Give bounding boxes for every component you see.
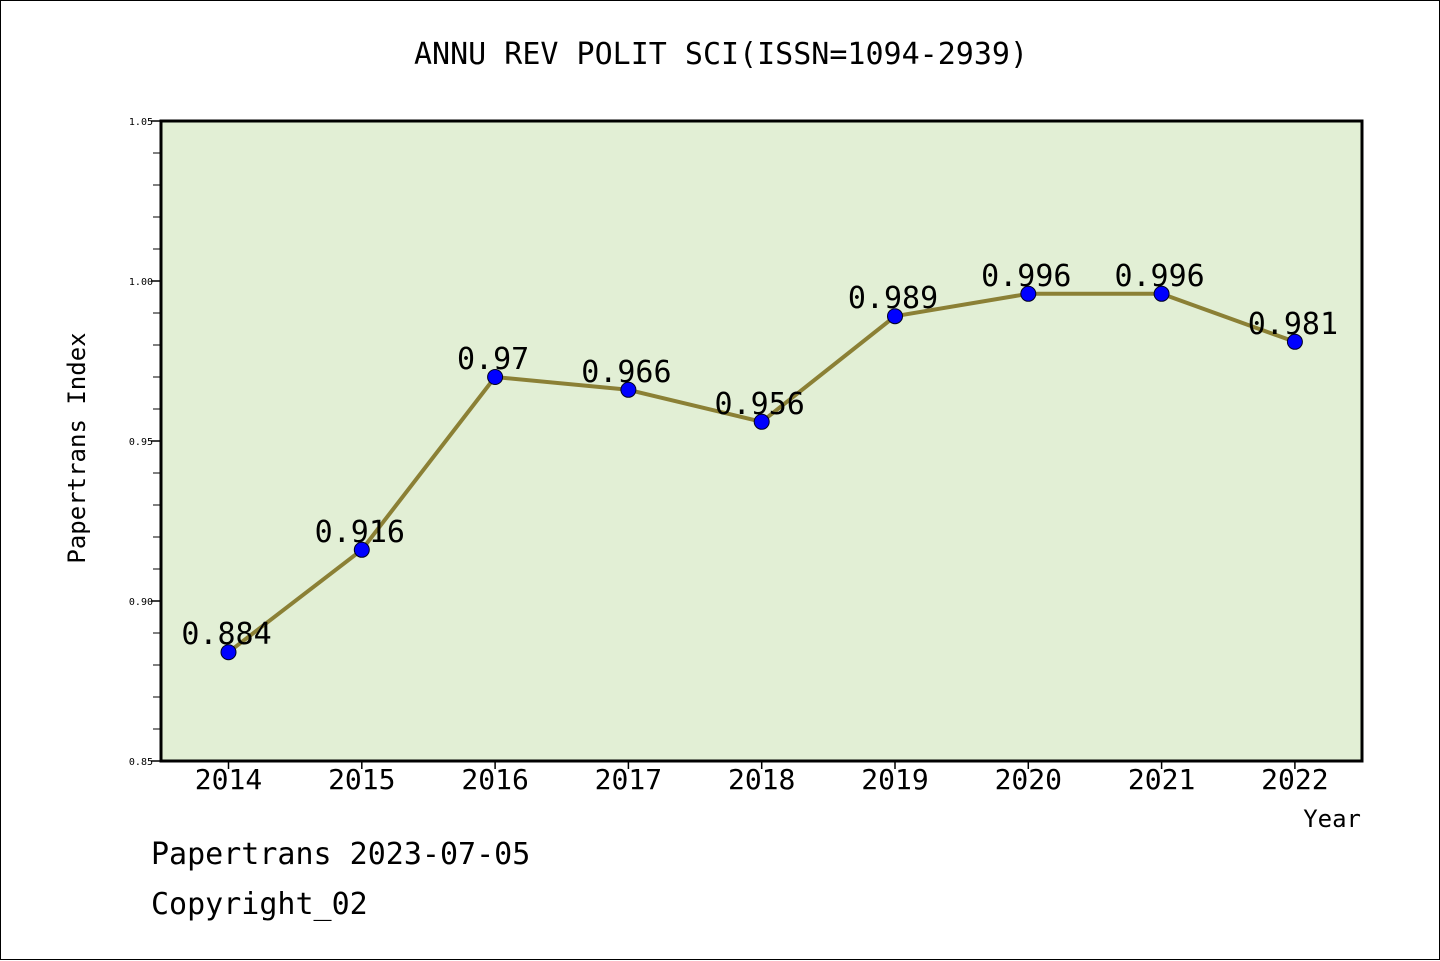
data-point <box>1020 285 1037 302</box>
data-label: 0.996 <box>1114 259 1204 294</box>
data-point <box>620 381 637 398</box>
data-label: 0.916 <box>315 515 405 550</box>
data-label: 0.97 <box>457 342 529 377</box>
x-tick-label: 2019 <box>861 763 928 796</box>
data-label: 0.981 <box>1248 307 1338 342</box>
x-tick-label: 2014 <box>195 763 262 796</box>
x-tick-label: 2018 <box>728 763 795 796</box>
data-label: 0.989 <box>848 281 938 316</box>
data-label: 0.996 <box>981 259 1071 294</box>
chart-title: ANNU REV POLIT SCI(ISSN=1094-2939) <box>413 37 1029 72</box>
series-papertrans-index: 0.884 0.916 0.97 0.966 0.956 0.989 0.996 0.996 0… <box>181 259 1338 661</box>
y-tick-label: 1.00 <box>129 277 153 288</box>
y-tick-label: 0.90 <box>129 597 153 608</box>
footer-copyright: Copyright_02 <box>151 887 368 922</box>
data-point <box>220 644 237 661</box>
x-tick-label: 2021 <box>1128 763 1195 796</box>
x-tick-label: 2015 <box>328 763 395 796</box>
x-tick-label: 2022 <box>1261 763 1328 796</box>
y-tick-label: 0.95 <box>129 437 153 448</box>
plot-area <box>159 119 1364 763</box>
data-point <box>753 413 770 430</box>
x-axis: 2014 2015 2016 2017 2018 2019 2020 2021 2022 <box>195 761 1329 796</box>
footer-date: Papertrans 2023-07-05 <box>151 837 531 872</box>
data-point <box>487 369 504 385</box>
data-point <box>1286 333 1303 350</box>
y-tick-label: 1.05 <box>129 117 153 128</box>
y-axis-label: Papertrans Index <box>63 332 91 563</box>
x-tick-label: 2016 <box>461 763 528 796</box>
data-label: 0.884 <box>181 617 271 652</box>
data-point <box>1153 285 1170 302</box>
data-label: 0.956 <box>715 387 805 422</box>
x-tick-label: 2017 <box>595 763 662 796</box>
data-label: 0.966 <box>581 355 671 390</box>
data-point <box>353 541 370 558</box>
x-tick-label: 2020 <box>995 763 1062 796</box>
data-point <box>887 308 903 325</box>
y-tick-label: 0.85 <box>129 757 153 768</box>
x-axis-label: Year <box>1303 805 1361 833</box>
y-axis: 0.85 0.90 0.95 1.00 1.05 <box>129 117 161 768</box>
